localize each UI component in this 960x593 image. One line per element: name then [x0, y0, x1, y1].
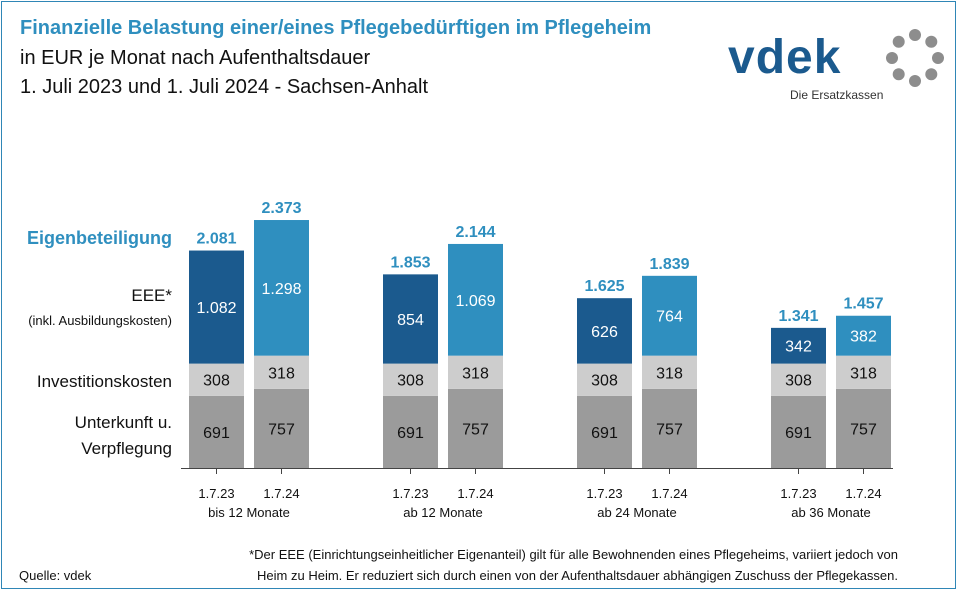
bar-segment-investitionskosten	[254, 355, 309, 389]
data-label-investitionskosten: 308	[203, 373, 230, 390]
bar-segment-unterkunft	[771, 395, 826, 468]
chart-subtitle-date: 1. Juli 2023 und 1. Juli 2024 - Sachsen-…	[20, 76, 429, 98]
logo-ring-icon	[886, 29, 944, 87]
data-label-unterkunft: 691	[591, 425, 618, 442]
data-label-total: 1.853	[390, 254, 430, 271]
data-label-eee: 764	[656, 309, 683, 326]
tick-label-date: 1.7.23	[198, 486, 234, 501]
bar-segment-investitionskosten	[189, 363, 244, 396]
logo-wordmark: vdek	[728, 31, 842, 84]
group-label: ab 12 Monate	[403, 505, 483, 520]
row-label-unterkunft: Unterkunft u.	[74, 413, 172, 432]
data-label-total: 2.373	[261, 200, 301, 217]
footnote-line-1: *Der EEE (Einrichtungseinheitlicher Eige…	[249, 547, 898, 562]
bar-segment-eee	[254, 220, 309, 356]
bar-segment-investitionskosten	[836, 355, 891, 389]
bar-segment-unterkunft	[254, 388, 309, 468]
data-label-investitionskosten: 308	[785, 373, 812, 390]
source-note: Quelle: vdek	[19, 568, 92, 583]
data-label-unterkunft: 757	[462, 421, 489, 438]
bar-segment-investitionskosten	[383, 363, 438, 396]
row-label-verpflegung: Verpflegung	[81, 439, 172, 458]
data-label-eee: 342	[785, 339, 812, 356]
data-label-unterkunft: 691	[785, 425, 812, 442]
bar-segment-eee	[642, 275, 697, 356]
bar-segment-investitionskosten	[642, 355, 697, 389]
tick-label-date: 1.7.24	[457, 486, 493, 501]
group-label: ab 36 Monate	[791, 505, 871, 520]
bar-segment-investitionskosten	[771, 363, 826, 396]
bar-segment-unterkunft	[189, 395, 244, 468]
data-label-eee: 1.298	[261, 281, 301, 298]
row-label-eigenbeteiligung: Eigenbeteiligung	[26, 228, 172, 248]
bar-segment-unterkunft	[836, 388, 891, 468]
row-label-investitionskosten: Investitionskosten	[36, 372, 172, 391]
data-label-total: 1.625	[584, 278, 624, 295]
data-label-unterkunft: 691	[203, 425, 230, 442]
tick-label-date: 1.7.24	[263, 486, 299, 501]
bar-segment-eee	[771, 327, 826, 364]
bar-segment-unterkunft	[383, 395, 438, 468]
data-label-total: 1.839	[649, 256, 689, 273]
tick-label-date: 1.7.23	[780, 486, 816, 501]
bar-segment-eee	[836, 315, 891, 356]
bar-segment-eee	[383, 274, 438, 364]
group-label: bis 12 Monate	[208, 505, 290, 520]
tick-label-date: 1.7.23	[392, 486, 428, 501]
data-label-total: 1.341	[778, 308, 818, 325]
data-label-eee: 1.082	[196, 300, 236, 317]
footnote-line-2: Heim zu Heim. Er reduziert sich durch ei…	[257, 568, 898, 583]
data-label-investitionskosten: 308	[397, 373, 424, 390]
chart-subtitle-unit: in EUR je Monat nach Aufenthaltsdauer	[20, 47, 371, 69]
data-label-unterkunft: 691	[397, 425, 424, 442]
row-label-eee: EEE*	[131, 286, 172, 305]
bar-segment-investitionskosten	[448, 355, 503, 389]
tick-label-date: 1.7.23	[586, 486, 622, 501]
bar-segment-eee	[577, 298, 632, 364]
data-label-eee: 382	[850, 329, 877, 346]
tick-label-date: 1.7.24	[651, 486, 687, 501]
data-label-unterkunft: 757	[268, 421, 295, 438]
vdek-logo	[886, 29, 944, 87]
chart-title: Finanzielle Belastung einer/eines Pflege…	[20, 17, 652, 39]
data-label-eee: 1.069	[455, 293, 495, 310]
data-label-unterkunft: 757	[656, 421, 683, 438]
data-label-eee: 626	[591, 324, 618, 341]
logo-subtitle: Die Ersatzkassen	[790, 88, 884, 102]
bar-segment-eee	[448, 243, 503, 356]
data-label-unterkunft: 757	[850, 421, 877, 438]
bar-segment-eee	[189, 250, 244, 364]
bar-segment-unterkunft	[448, 388, 503, 468]
data-label-investitionskosten: 318	[850, 365, 877, 382]
group-label: ab 24 Monate	[597, 505, 677, 520]
data-label-total: 2.081	[196, 231, 236, 248]
data-label-total: 2.144	[455, 224, 495, 241]
data-label-investitionskosten: 308	[591, 373, 618, 390]
bar-segment-unterkunft	[642, 388, 697, 468]
data-label-investitionskosten: 318	[462, 365, 489, 382]
data-label-eee: 854	[397, 312, 424, 329]
bar-segment-unterkunft	[577, 395, 632, 468]
row-label-eee-note: (inkl. Ausbildungskosten)	[28, 313, 172, 328]
data-label-total: 1.457	[843, 296, 883, 313]
tick-label-date: 1.7.24	[845, 486, 881, 501]
data-label-investitionskosten: 318	[268, 365, 295, 382]
data-label-investitionskosten: 318	[656, 365, 683, 382]
bar-segment-investitionskosten	[577, 363, 632, 396]
